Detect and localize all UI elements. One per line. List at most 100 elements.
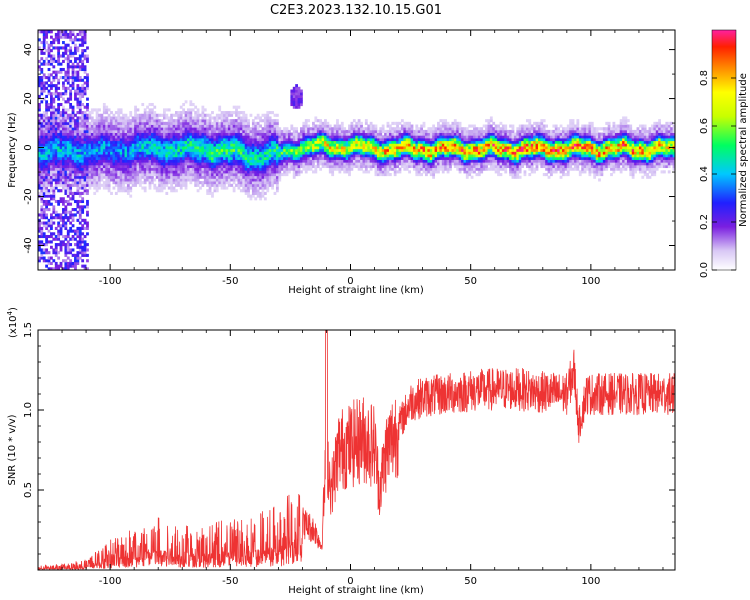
spectrogram-cell (376, 148, 380, 152)
spectrogram-cell (64, 154, 68, 158)
spectrogram-cell (422, 143, 426, 147)
spectrogram-cell (52, 111, 56, 115)
spectrogram-cell (71, 138, 75, 142)
spectrogram-cell (172, 132, 176, 136)
spectrogram-cell (42, 143, 46, 147)
spectrogram-cell (340, 140, 344, 144)
spectrogram-cell (122, 162, 125, 166)
spectrogram-cell (300, 164, 303, 169)
spectrogram-cell (71, 181, 75, 185)
spectrogram-cell (88, 154, 92, 158)
spectrogram-cell (439, 164, 443, 169)
spectrogram-cell (218, 121, 222, 125)
spectrogram-cell (441, 154, 445, 158)
spectrogram-cell (451, 121, 455, 125)
spectrogram-cell (194, 148, 198, 152)
spectrogram-cell (386, 159, 390, 163)
spectrogram-cell (81, 143, 85, 147)
spectrogram-cell (81, 32, 85, 37)
spectrogram-cell (187, 178, 190, 182)
spectrogram-cell (83, 189, 87, 193)
spectrogram-cell (367, 140, 371, 144)
spectrogram-cell (114, 148, 118, 152)
spectrogram-cell (93, 156, 97, 160)
spectrogram-cell (172, 181, 176, 185)
spectrogram-cell (54, 213, 58, 217)
spectrogram-cell (107, 129, 111, 134)
spectrogram-cell (242, 178, 246, 182)
spectrogram-cell (381, 154, 385, 158)
spectrogram-cell (223, 132, 226, 136)
spectrogram-cell (134, 151, 137, 155)
spectrogram-cell (45, 140, 49, 144)
spectrogram-cell (114, 181, 118, 185)
spectrogram-cell (239, 164, 243, 169)
spectrogram-cell (117, 108, 121, 112)
spectrogram-cell (45, 111, 49, 115)
spectrogram-cell (163, 159, 166, 163)
spectrogram-cell (45, 234, 49, 239)
spectrogram-cell (408, 138, 411, 142)
spectrogram-cell (420, 127, 423, 131)
spectrogram-cell (208, 167, 212, 171)
spectrogram-cell (119, 173, 123, 177)
spectrogram-cell (175, 124, 178, 128)
spectrogram-cell (391, 162, 395, 166)
spectrogram-cell (153, 148, 157, 152)
spectrogram-cell (81, 38, 85, 42)
spectrogram-cell (302, 162, 306, 166)
spectrogram-cell (62, 224, 65, 228)
spectrogram-cell (237, 159, 241, 163)
spectrogram-cell (194, 173, 198, 177)
spectrogram-cell (126, 151, 130, 155)
spectrogram-cell (172, 159, 176, 163)
spectrogram-cell (81, 140, 85, 144)
spectrogram-cell (381, 146, 385, 150)
spectrogram-cell (122, 181, 125, 185)
spectrogram-cell (69, 102, 73, 107)
spectrogram-cell (107, 124, 111, 128)
spectrogram-cell (191, 156, 195, 160)
spectrogram-cell (81, 119, 85, 123)
spectrogram-cell (184, 111, 188, 115)
spectrogram-cell (163, 156, 166, 160)
spectrogram-cell (292, 89, 296, 93)
spectrogram-cell (316, 135, 320, 139)
spectrogram-cell (290, 127, 294, 131)
spectrogram-cell (153, 159, 157, 163)
spectrogram-cell (167, 173, 171, 177)
spectrogram-cell (47, 73, 51, 77)
spectrogram-cell (304, 138, 308, 142)
spectrogram-cell (321, 132, 325, 136)
spectrogram-cell (343, 146, 347, 150)
spectrogram-cell (81, 41, 85, 45)
spectrogram-cell (95, 111, 99, 115)
spectrogram-cell (376, 146, 380, 150)
spectrogram-cell (405, 124, 409, 128)
spectrogram-cell (254, 140, 258, 144)
spectrogram-cell (42, 41, 46, 45)
spectrogram-cell (83, 264, 87, 268)
spectrogram-cell (150, 143, 154, 147)
spectrogram-cell (261, 183, 265, 187)
spectrogram-cell (338, 132, 342, 136)
spectrogram-cell (42, 251, 46, 255)
spectrogram-cell (71, 116, 75, 120)
spectrogram-cell (64, 267, 68, 270)
spectrogram-cell (98, 127, 101, 131)
spectrogram-cell (57, 237, 61, 241)
spectrogram-cell (208, 154, 212, 158)
spectrogram-cell (81, 78, 85, 82)
spectrogram-cell (449, 159, 452, 163)
spectrogram-cell (449, 138, 452, 142)
spectrogram-cell (429, 167, 433, 171)
spectrogram-cell (429, 140, 433, 144)
spectrogram-cell (203, 135, 207, 139)
spectrogram-cell (280, 148, 284, 152)
spectrogram-cell (38, 256, 41, 260)
spectrogram-cell (400, 156, 404, 160)
spectrogram-cell (242, 183, 246, 187)
spectrogram-cell (74, 70, 77, 74)
spectrogram-cell (177, 175, 181, 179)
spectrogram-cell (463, 151, 467, 155)
